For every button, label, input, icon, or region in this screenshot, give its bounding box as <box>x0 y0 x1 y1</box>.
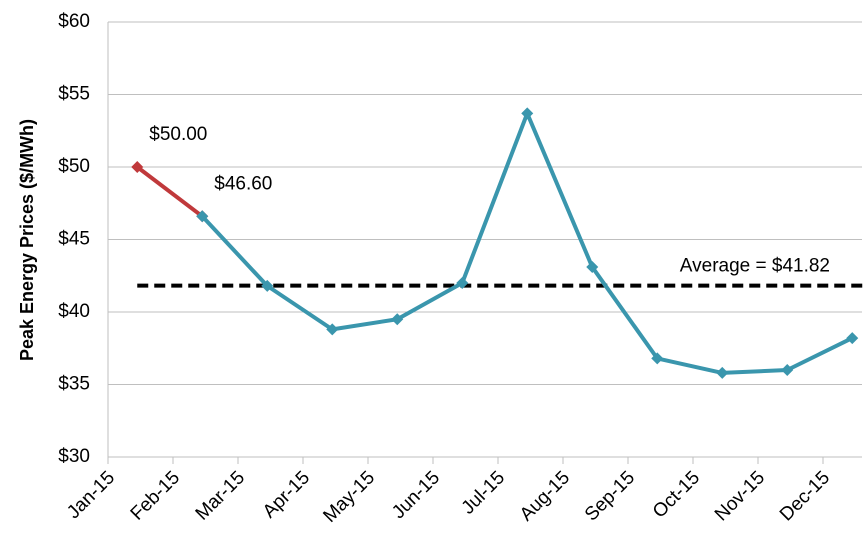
average-label: Average = $41.82 <box>680 256 830 277</box>
y-tick-label: $30 <box>58 446 90 467</box>
x-tick-label: Jul-15 <box>458 467 509 518</box>
x-tick-label: Dec-15 <box>776 467 834 525</box>
marker <box>846 332 859 345</box>
y-tick-label: $40 <box>58 301 90 322</box>
data-label: $50.00 <box>149 124 207 145</box>
marker <box>196 210 209 223</box>
marker <box>586 261 599 274</box>
y-tick-label: $35 <box>58 374 90 395</box>
marker <box>521 107 534 120</box>
marker <box>261 279 274 292</box>
y-tick-label: $55 <box>58 84 90 105</box>
marker <box>716 366 729 379</box>
x-tick-label: Feb-15 <box>127 467 184 524</box>
x-tick-label: May-15 <box>319 467 379 527</box>
x-tick-label: Apr-15 <box>259 467 314 522</box>
marker <box>651 352 664 365</box>
marker <box>456 277 469 289</box>
x-tick-label: Oct-15 <box>649 467 704 522</box>
marker <box>781 364 794 376</box>
x-tick-label: Sep-15 <box>581 467 639 525</box>
x-tick-label: Mar-15 <box>192 467 249 524</box>
x-tick-label: Aug-15 <box>516 467 574 525</box>
marker <box>326 323 339 336</box>
y-tick-label: $60 <box>58 11 90 32</box>
marker <box>391 313 404 326</box>
series-line <box>136 165 204 218</box>
x-tick-label: Jun-15 <box>388 467 444 523</box>
y-axis-label: Peak Energy Prices ($/MWh) <box>17 119 37 361</box>
data-label: $46.60 <box>214 173 272 194</box>
y-tick-label: $50 <box>58 156 90 177</box>
x-tick-label: Nov-15 <box>711 467 769 525</box>
marker <box>131 161 144 173</box>
x-tick-label: Jan-15 <box>63 467 119 523</box>
series-line <box>200 111 854 375</box>
y-tick-label: $45 <box>58 229 90 250</box>
